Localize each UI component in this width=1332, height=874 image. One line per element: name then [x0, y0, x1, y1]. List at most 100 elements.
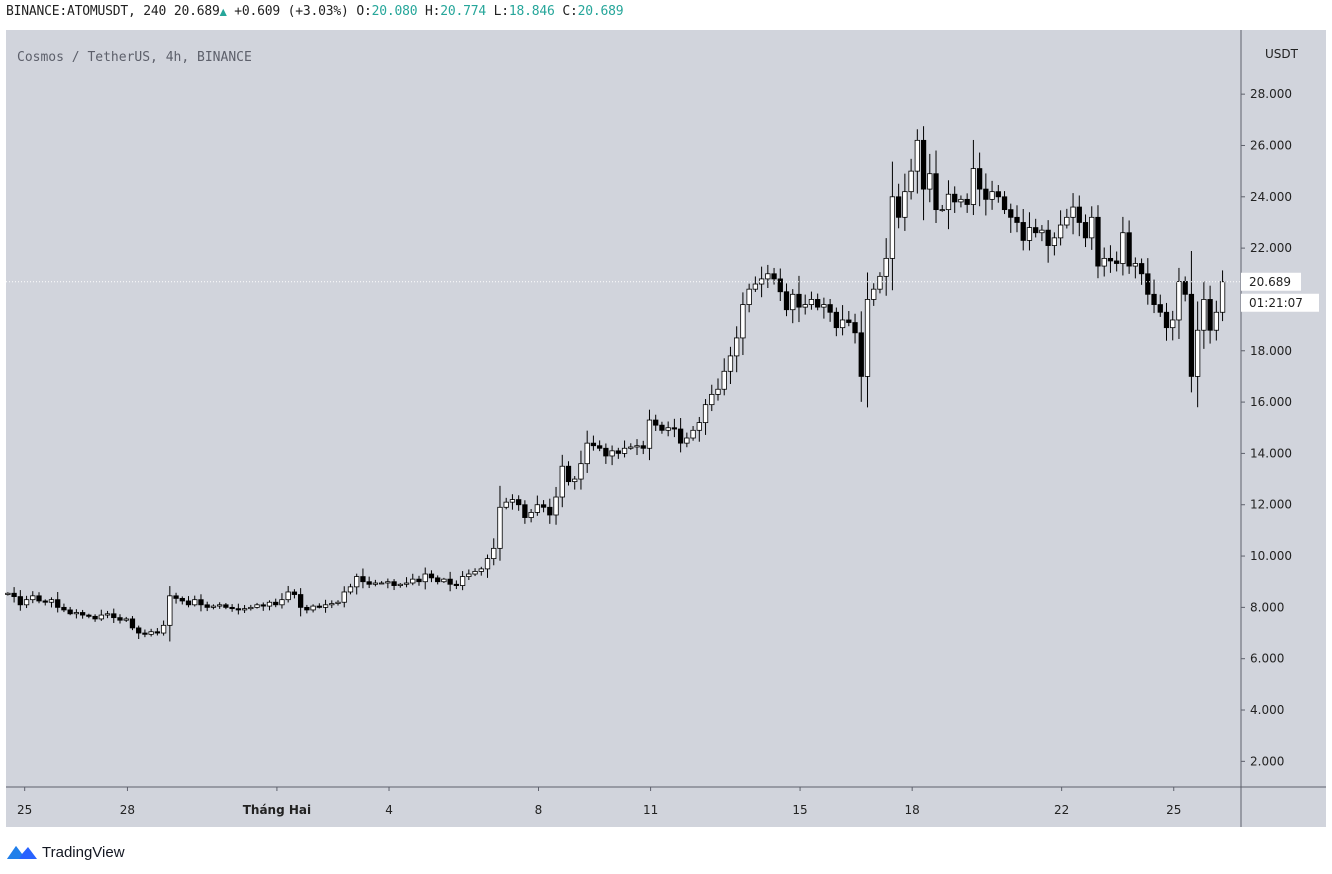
- candle-up: [329, 603, 335, 606]
- candle-down: [677, 428, 684, 444]
- candle-up: [908, 170, 914, 193]
- candle-up: [690, 429, 696, 439]
- candle-up: [889, 196, 896, 259]
- candle-up: [322, 604, 329, 608]
- last-price-group: 20.689 01:21:07: [6, 272, 1319, 312]
- candle-down: [1188, 293, 1195, 377]
- candle-down: [522, 504, 528, 518]
- change-value: +0.609: [234, 4, 281, 19]
- candle-up: [609, 450, 615, 457]
- candle-up: [989, 191, 995, 200]
- candle-down: [653, 419, 659, 426]
- candle-down: [671, 427, 678, 430]
- candle-up: [584, 442, 590, 465]
- candle-up: [160, 624, 167, 634]
- candle-down: [615, 450, 621, 454]
- candle-down: [42, 600, 48, 603]
- y-tick-label: 4.000: [1250, 703, 1284, 717]
- candle-up: [1039, 229, 1045, 234]
- x-tick-label: 25: [17, 803, 32, 817]
- candle-down: [86, 614, 92, 617]
- candle-up: [528, 512, 534, 518]
- candle-up: [1170, 319, 1176, 329]
- candle-down: [11, 592, 17, 597]
- price-axis-area[interactable]: [1241, 30, 1326, 787]
- y-tick-label: 22.000: [1250, 241, 1292, 255]
- candle-up: [1101, 257, 1107, 267]
- plot-area[interactable]: [6, 30, 1241, 787]
- x-tick-label: 25: [1166, 803, 1181, 817]
- candle-down: [223, 604, 229, 608]
- candle-up: [397, 583, 403, 586]
- candle-down: [846, 319, 852, 323]
- y-tick-label: 6.000: [1250, 652, 1284, 666]
- candle-up: [734, 337, 740, 357]
- candle-up: [285, 591, 291, 601]
- low-label: L:: [493, 4, 509, 19]
- candle-up: [347, 586, 354, 593]
- candle-up: [266, 601, 273, 607]
- candle-down: [858, 332, 864, 377]
- candle-down: [1045, 229, 1051, 246]
- candle-down: [291, 591, 298, 595]
- candle-down: [952, 193, 958, 203]
- brand-name: TradingView: [42, 843, 125, 861]
- candle-up: [1194, 329, 1201, 377]
- candle-down: [852, 322, 858, 334]
- tradingview-brand[interactable]: TradingView: [6, 840, 125, 864]
- candle-down: [1182, 281, 1188, 295]
- candle-down: [360, 576, 366, 583]
- candle-down: [1020, 222, 1026, 241]
- candle-down: [1151, 293, 1157, 305]
- candle-down: [273, 601, 279, 606]
- candle-up: [1213, 311, 1219, 331]
- candle-up: [1089, 216, 1095, 239]
- candle-up: [864, 299, 871, 377]
- candle-up: [696, 422, 702, 431]
- candle-up: [378, 582, 385, 585]
- candle-up: [702, 404, 709, 424]
- candle-up: [1064, 216, 1070, 226]
- high-value: 20.774: [440, 4, 487, 19]
- candle-down: [67, 609, 73, 615]
- candle-down: [453, 583, 460, 586]
- candle-up: [572, 478, 578, 483]
- candle-up: [1057, 224, 1064, 239]
- candle-down: [964, 198, 970, 205]
- candle-up: [148, 631, 154, 635]
- candle-up: [310, 605, 316, 611]
- open-value: 20.080: [371, 4, 418, 19]
- candle-down: [796, 293, 802, 308]
- candle-down: [297, 594, 304, 608]
- candle-down: [1138, 263, 1145, 275]
- candle-up: [503, 501, 509, 508]
- candle-up: [48, 599, 55, 603]
- x-axis: 25 28 Tháng Hai 4 8 11 15 18 22 25: [17, 787, 1181, 817]
- change-percent: (+3.03%): [287, 4, 349, 19]
- candle-up: [945, 193, 952, 211]
- y-tick-label: 8.000: [1250, 600, 1284, 614]
- candle-down: [204, 604, 210, 608]
- candle-down: [1157, 304, 1163, 313]
- candle-down: [827, 304, 833, 313]
- candle-up: [752, 283, 759, 290]
- candle-up: [1219, 281, 1226, 313]
- candle-down: [198, 599, 204, 606]
- candle-down: [640, 445, 646, 449]
- x-tick-label: 22: [1054, 803, 1069, 817]
- candle-down: [111, 613, 117, 619]
- candle-up: [839, 319, 846, 329]
- time-axis-area[interactable]: [6, 787, 1326, 827]
- candle-up: [821, 304, 827, 308]
- last-price-value: 20.689: [173, 4, 220, 19]
- candle-down: [1207, 299, 1213, 331]
- candle-up: [715, 388, 721, 395]
- open-label: O:: [356, 4, 372, 19]
- candle-up: [167, 595, 173, 626]
- candle-up: [1070, 206, 1076, 218]
- candle-down: [1076, 206, 1082, 223]
- candle-down: [1095, 216, 1101, 267]
- high-label: H:: [424, 4, 441, 19]
- candle-down: [516, 499, 522, 506]
